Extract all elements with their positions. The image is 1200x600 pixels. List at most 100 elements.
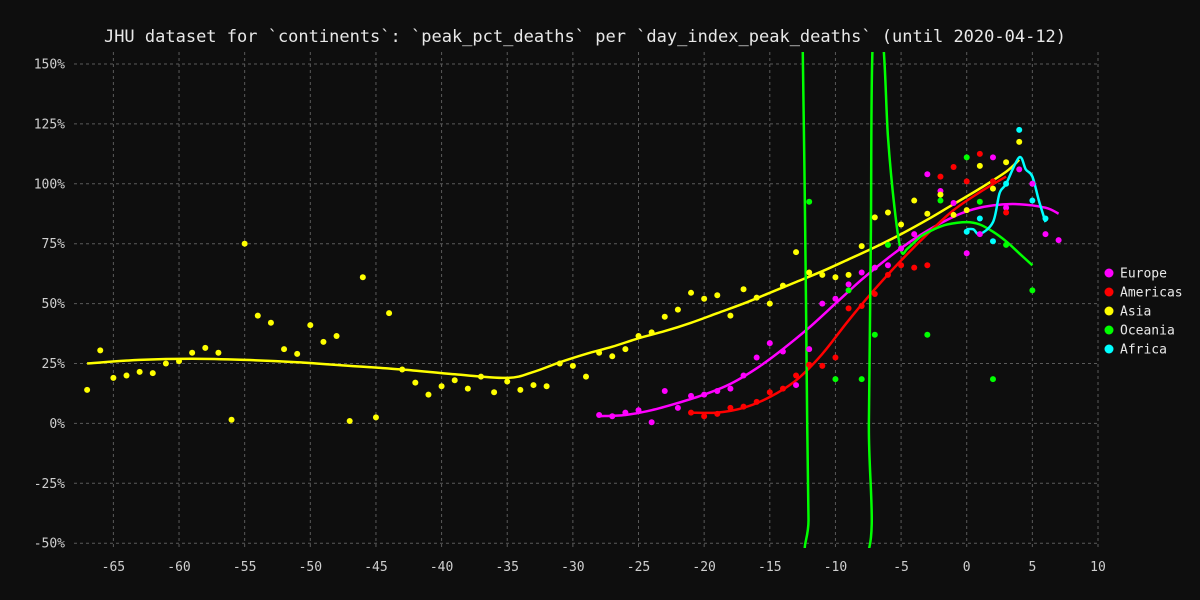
asia-point (740, 286, 747, 293)
asia-point (806, 269, 813, 276)
europe-point (911, 231, 918, 238)
asia-point (386, 310, 393, 317)
asia-point (714, 292, 721, 299)
y-tick-label: 50% (42, 297, 66, 312)
europe-point (924, 171, 931, 178)
y-tick-label: 0% (49, 417, 65, 432)
asia-point (766, 300, 773, 307)
asia-point (149, 370, 156, 377)
asia-point (727, 312, 734, 319)
y-tick-label: 75% (42, 237, 66, 252)
y-tick-label: 100% (34, 177, 65, 192)
oceania-point (976, 198, 983, 205)
europe-point (950, 199, 957, 206)
asia-point (97, 347, 104, 354)
americas-point (740, 403, 747, 410)
asia-point (451, 377, 458, 384)
oceania-point (806, 198, 813, 205)
x-tick-label: -45 (364, 560, 387, 575)
y-tick-label: -50% (34, 537, 65, 552)
americas-legend-label: Americas (1120, 286, 1183, 301)
asia-point (228, 416, 235, 423)
europe-point (1003, 204, 1010, 211)
oceania-fit-line (801, 52, 1034, 548)
grid-layer (74, 52, 1099, 548)
asia-point (202, 344, 209, 351)
africa-legend-marker (1104, 344, 1114, 354)
asia-legend-label: Asia (1120, 305, 1151, 320)
europe-point (989, 154, 996, 161)
europe-point (714, 388, 721, 395)
asia-point (267, 319, 274, 326)
americas-point (688, 409, 695, 416)
europe-point (740, 372, 747, 379)
x-tick-label: -15 (758, 560, 781, 575)
americas-point (898, 262, 905, 269)
asia-point (412, 379, 419, 386)
y-tick-label: 25% (42, 357, 66, 372)
data-layer (84, 52, 1062, 548)
americas-point (753, 398, 760, 405)
asia-point (898, 221, 905, 228)
asia-point (845, 271, 852, 278)
x-tick-label: -20 (692, 560, 715, 575)
asia-point (793, 249, 800, 256)
asia-point (477, 373, 484, 380)
asia-point (1003, 159, 1010, 166)
y-tick-label: 125% (34, 117, 65, 132)
oceania-legend-marker (1104, 325, 1114, 335)
x-tick-label: -65 (102, 560, 125, 575)
oceania-point (1003, 241, 1010, 248)
asia-point (622, 346, 629, 353)
asia-point (307, 322, 314, 329)
europe-point (819, 300, 826, 307)
asia-point (399, 366, 406, 373)
europe-point (976, 231, 983, 238)
americas-point (701, 413, 708, 420)
asia-point (123, 372, 130, 379)
asia-point (911, 197, 918, 204)
europe-point (793, 382, 800, 389)
europe-point (1055, 237, 1062, 244)
asia-point (281, 346, 288, 353)
x-tick-label: 0 (963, 560, 971, 575)
oceania-point (924, 331, 931, 338)
americas-point (976, 150, 983, 157)
asia-point (254, 312, 261, 319)
americas-point (845, 305, 852, 312)
asia-point (491, 389, 498, 396)
asia-point (189, 349, 196, 356)
americas-point (806, 361, 813, 368)
asia-point (346, 418, 353, 425)
europe-point (884, 262, 891, 269)
asia-point (162, 360, 169, 367)
x-tick-label: 10 (1090, 560, 1106, 575)
asia-point (688, 289, 695, 296)
americas-point (727, 404, 734, 411)
europe-point (661, 388, 668, 395)
europe-point (898, 245, 905, 252)
europe-point (1029, 180, 1036, 187)
africa-point (976, 215, 983, 222)
asia-point (320, 338, 327, 345)
europe-fit-line (599, 202, 1060, 418)
oceania-point (845, 287, 852, 294)
x-tick-label: -60 (167, 560, 190, 575)
x-tick-label: 5 (1028, 560, 1036, 575)
x-tick-label: -10 (824, 560, 847, 575)
asia-point (333, 332, 340, 339)
americas-point (819, 362, 826, 369)
asia-point (556, 360, 563, 367)
asia-point (937, 191, 944, 198)
asia-point (989, 185, 996, 192)
asia-point (832, 274, 839, 281)
europe-point (858, 269, 865, 276)
asia-point (819, 271, 826, 278)
europe-point (871, 264, 878, 271)
europe-point (701, 391, 708, 398)
asia-point (661, 313, 668, 320)
asia-point (543, 383, 550, 390)
asia-point (464, 385, 471, 392)
